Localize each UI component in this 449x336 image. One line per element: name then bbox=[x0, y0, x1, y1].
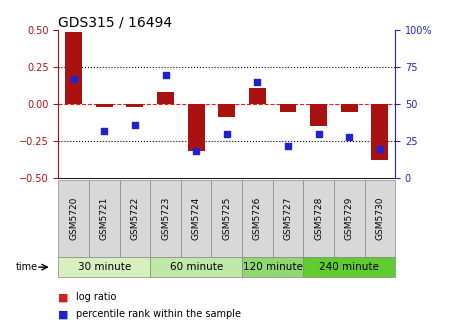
Point bbox=[193, 149, 200, 154]
Bar bbox=[341, 104, 357, 112]
Point bbox=[162, 72, 169, 77]
Bar bbox=[188, 104, 205, 152]
Point bbox=[101, 128, 108, 133]
Text: GSM5726: GSM5726 bbox=[253, 197, 262, 240]
Text: GDS315 / 16494: GDS315 / 16494 bbox=[58, 15, 172, 29]
Text: GSM5720: GSM5720 bbox=[69, 197, 78, 240]
Text: GSM5727: GSM5727 bbox=[283, 197, 292, 240]
Bar bbox=[371, 104, 388, 160]
Point bbox=[70, 76, 77, 82]
Text: GSM5729: GSM5729 bbox=[345, 197, 354, 240]
Bar bbox=[310, 104, 327, 126]
Text: GSM5722: GSM5722 bbox=[130, 197, 139, 240]
Text: 60 minute: 60 minute bbox=[170, 262, 223, 272]
Text: log ratio: log ratio bbox=[76, 292, 117, 302]
Point bbox=[315, 131, 322, 136]
Text: 30 minute: 30 minute bbox=[78, 262, 131, 272]
Text: time: time bbox=[16, 262, 38, 272]
Text: GSM5721: GSM5721 bbox=[100, 197, 109, 240]
Text: GSM5723: GSM5723 bbox=[161, 197, 170, 240]
Text: 120 minute: 120 minute bbox=[243, 262, 303, 272]
Text: percentile rank within the sample: percentile rank within the sample bbox=[76, 309, 241, 319]
Text: ■: ■ bbox=[58, 309, 69, 319]
Point bbox=[284, 143, 291, 148]
Bar bbox=[218, 104, 235, 118]
Point bbox=[376, 146, 383, 151]
Point bbox=[254, 79, 261, 85]
Text: GSM5724: GSM5724 bbox=[192, 197, 201, 240]
Bar bbox=[127, 104, 143, 107]
Text: GSM5730: GSM5730 bbox=[375, 197, 384, 240]
Text: GSM5725: GSM5725 bbox=[222, 197, 231, 240]
Point bbox=[223, 131, 230, 136]
Bar bbox=[65, 32, 82, 104]
Bar bbox=[280, 104, 296, 112]
Point bbox=[346, 134, 353, 139]
Text: GSM5728: GSM5728 bbox=[314, 197, 323, 240]
Text: 240 minute: 240 minute bbox=[319, 262, 379, 272]
Bar bbox=[96, 104, 113, 107]
Bar bbox=[249, 88, 266, 104]
Point bbox=[131, 122, 138, 128]
Text: ■: ■ bbox=[58, 292, 69, 302]
Bar bbox=[157, 92, 174, 104]
